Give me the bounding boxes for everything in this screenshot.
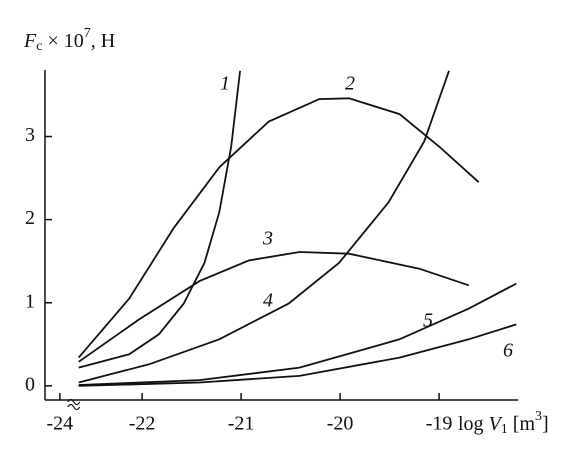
curve-label: 5 [423, 310, 433, 332]
y-axis-label: Fc × 107, H [23, 26, 115, 54]
y-tick-label: 2 [25, 207, 35, 229]
x-label-part: ] [542, 413, 549, 435]
x-tick-label: -24 [47, 413, 74, 435]
y-tick-label: 3 [25, 124, 35, 146]
y-label-part: × 10 [42, 30, 83, 52]
curve-label: 2 [345, 73, 355, 95]
y-tick-label: 1 [25, 290, 35, 312]
curve [78, 251, 470, 363]
y-label-part: , H [91, 30, 115, 52]
curve [78, 70, 450, 384]
x-label-part: log [458, 413, 489, 435]
curve-label: 3 [262, 228, 273, 250]
x-tick-label: -19 [426, 413, 453, 435]
curve [78, 70, 241, 369]
curve-label: 4 [263, 290, 273, 312]
curve-label: 6 [503, 340, 513, 362]
x-tick-label: -21 [228, 413, 255, 435]
x-label-part: 3 [535, 409, 542, 424]
curve [78, 323, 517, 387]
x-tick-label: -20 [327, 413, 354, 435]
y-label-part: 7 [84, 26, 91, 41]
y-tick-label: 0 [25, 373, 35, 395]
axis-break [67, 398, 81, 411]
y-label-part: c [36, 39, 42, 54]
x-label-part: V [489, 413, 504, 435]
x-axis-label: log V1 [m3] [458, 409, 549, 437]
x-tick-label: -22 [129, 413, 156, 435]
curve-label: 1 [220, 73, 230, 95]
curve [78, 97, 480, 359]
x-label-part: [m [508, 413, 536, 435]
y-label-part: F [23, 30, 37, 52]
curve [78, 282, 517, 386]
x-label-part: 1 [501, 422, 508, 437]
